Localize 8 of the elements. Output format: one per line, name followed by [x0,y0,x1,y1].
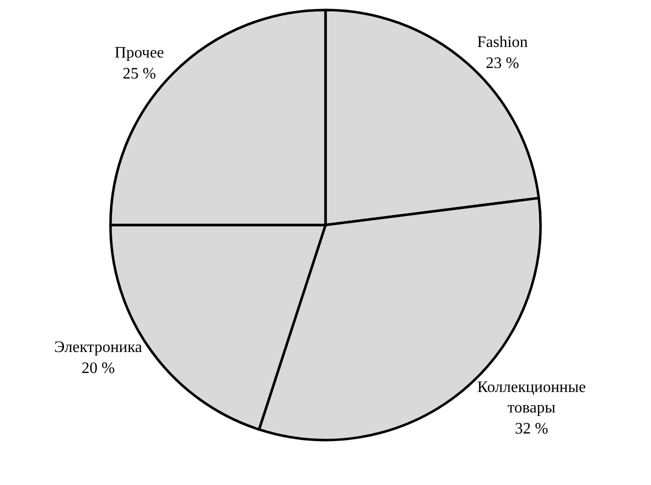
slice-label: Fashion [477,34,528,52]
slice-label: Электроника [54,339,142,356]
slice-label: Прочее [114,44,164,62]
data-label: 23 % [486,54,520,72]
slice-label: Коллекционные товары [477,378,586,417]
data-label: 32 % [514,420,548,438]
data-label: 20 % [81,360,115,377]
data-label: 25 % [122,65,156,82]
